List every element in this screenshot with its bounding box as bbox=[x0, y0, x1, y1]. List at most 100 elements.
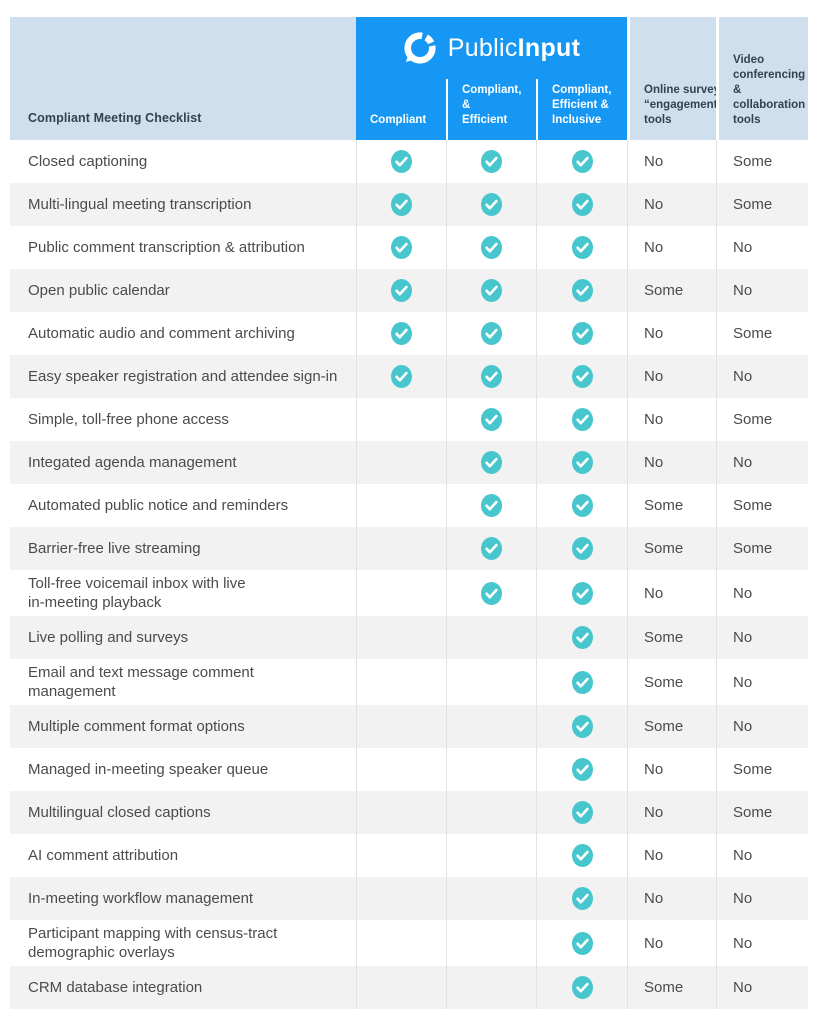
check-icon bbox=[481, 150, 502, 173]
competitor-value: No bbox=[627, 398, 716, 441]
table-row: Public comment transcription & attributi… bbox=[10, 226, 808, 269]
column-header-compliant-efficient: Compliant, & Efficient bbox=[446, 79, 536, 140]
table-row: AI comment attribution No No bbox=[10, 834, 808, 877]
competitor-value: No bbox=[627, 570, 716, 616]
check-cell bbox=[536, 834, 627, 877]
competitor-value: No bbox=[627, 920, 716, 966]
table-row: Email and text message comment managemen… bbox=[10, 659, 808, 705]
check-icon bbox=[391, 193, 412, 216]
competitor-value: Some bbox=[627, 966, 716, 1009]
competitor-value: Some bbox=[627, 269, 716, 312]
check-cell bbox=[446, 226, 536, 269]
competitor-value: No bbox=[716, 877, 808, 920]
check-cell bbox=[446, 312, 536, 355]
check-icon bbox=[571, 408, 593, 431]
check-cell bbox=[446, 183, 536, 226]
table-header: Compliant Meeting Checklist PublicInput … bbox=[10, 17, 808, 140]
brand-logo: PublicInput bbox=[356, 17, 627, 79]
check-cell bbox=[536, 791, 627, 834]
competitor-value: No bbox=[716, 226, 808, 269]
brand-word-regular: Public bbox=[447, 33, 518, 62]
brand-header: PublicInput Compliant Compliant, & Effic… bbox=[356, 17, 627, 140]
brand-word-bold: Input bbox=[517, 33, 581, 62]
empty-cell bbox=[356, 484, 446, 527]
feature-label: Email and text message comment managemen… bbox=[28, 664, 254, 700]
competitor-value: No bbox=[716, 570, 808, 616]
table-row: Live polling and surveys Some No bbox=[10, 616, 808, 659]
check-icon bbox=[481, 236, 502, 259]
check-icon bbox=[481, 408, 502, 431]
competitor-value: Some bbox=[716, 312, 808, 355]
check-cell bbox=[536, 966, 627, 1009]
feature-label: Live polling and surveys bbox=[28, 629, 189, 646]
check-cell bbox=[536, 441, 627, 484]
empty-cell bbox=[356, 920, 446, 966]
check-icon bbox=[391, 279, 412, 302]
check-icon bbox=[481, 581, 502, 605]
column-header-online-survey-tools: Online survey “engagement” tools bbox=[627, 17, 723, 140]
check-cell bbox=[536, 226, 627, 269]
table-row: CRM database integration Some No bbox=[10, 966, 808, 1009]
check-cell bbox=[356, 226, 446, 269]
check-cell bbox=[446, 441, 536, 484]
check-icon bbox=[571, 976, 593, 999]
competitor-value: No bbox=[627, 140, 716, 183]
competitor-value: Some bbox=[716, 527, 808, 570]
table-row: Multi-lingual meeting transcription No Som… bbox=[10, 183, 808, 226]
check-icon bbox=[571, 365, 593, 388]
empty-cell bbox=[446, 705, 536, 748]
column-header-video-conferencing-tools: Video conferencing & collaboration tools bbox=[716, 17, 808, 140]
check-cell bbox=[446, 484, 536, 527]
empty-cell bbox=[446, 920, 536, 966]
feature-label: Closed captioning bbox=[28, 153, 148, 170]
check-cell bbox=[536, 183, 627, 226]
competitor-value: No bbox=[716, 920, 808, 966]
publicinput-logo-icon bbox=[404, 32, 436, 64]
check-icon bbox=[571, 670, 593, 694]
feature-label: Participant mapping with census-tract de… bbox=[28, 925, 278, 961]
competitor-value: No bbox=[627, 355, 716, 398]
feature-label: Easy speaker registration and attendee s… bbox=[28, 368, 338, 385]
feature-label: Simple, toll-free phone access bbox=[28, 411, 229, 428]
check-icon bbox=[571, 715, 593, 738]
check-cell bbox=[536, 705, 627, 748]
empty-cell bbox=[356, 441, 446, 484]
check-icon bbox=[571, 451, 593, 474]
feature-label: AI comment attribution bbox=[28, 847, 179, 864]
table-row: Multilingual closed captions No Some bbox=[10, 791, 808, 834]
check-cell bbox=[536, 570, 627, 616]
check-cell bbox=[356, 140, 446, 183]
table-row: Toll-free voicemail inbox with live in-m… bbox=[10, 570, 808, 616]
table-row: Open public calendar Some No bbox=[10, 269, 808, 312]
empty-cell bbox=[446, 659, 536, 705]
competitor-value: No bbox=[627, 441, 716, 484]
check-cell bbox=[536, 748, 627, 791]
table-row: Integated agenda management No No bbox=[10, 441, 808, 484]
check-icon bbox=[571, 150, 593, 173]
competitor-value: No bbox=[627, 877, 716, 920]
check-icon bbox=[571, 844, 593, 867]
table-row: Multiple comment format options Some No bbox=[10, 705, 808, 748]
check-icon bbox=[391, 365, 412, 388]
check-cell bbox=[536, 269, 627, 312]
table-row: Simple, toll-free phone access No Some bbox=[10, 398, 808, 441]
check-icon bbox=[571, 494, 593, 517]
competitor-value: Some bbox=[627, 659, 716, 705]
competitor-value: No bbox=[716, 269, 808, 312]
check-icon bbox=[481, 279, 502, 302]
check-icon bbox=[481, 494, 502, 517]
competitor-value: Some bbox=[716, 398, 808, 441]
empty-cell bbox=[356, 748, 446, 791]
competitor-value: Some bbox=[627, 527, 716, 570]
feature-label: Multi-lingual meeting transcription bbox=[28, 196, 252, 213]
check-cell bbox=[356, 269, 446, 312]
table-row: Participant mapping with census-tract de… bbox=[10, 920, 808, 966]
empty-cell bbox=[356, 616, 446, 659]
competitor-value: No bbox=[627, 312, 716, 355]
feature-label: In-meeting workflow management bbox=[28, 890, 254, 907]
feature-label: Public comment transcription & attributi… bbox=[28, 239, 305, 256]
check-cell bbox=[536, 616, 627, 659]
check-icon bbox=[481, 537, 502, 560]
empty-cell bbox=[356, 705, 446, 748]
check-icon bbox=[571, 193, 593, 216]
